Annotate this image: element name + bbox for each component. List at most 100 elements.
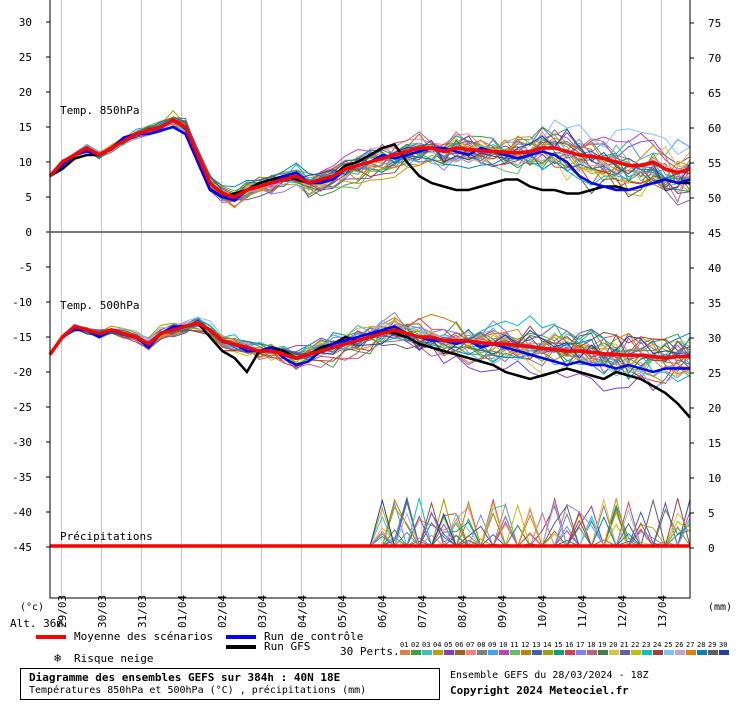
snow-flake-icon: ❄ [54, 651, 61, 665]
pert-key-swatch [477, 650, 487, 655]
pert-key-swatch [587, 650, 597, 655]
y-tick-label-right: 35 [708, 297, 721, 310]
pert-key-label: 29 [708, 641, 716, 649]
pert-key-swatch [433, 650, 443, 655]
pert-key-swatch [653, 650, 663, 655]
altitude-label: Alt. 36m [10, 617, 63, 630]
pert-key-label: 25 [664, 641, 672, 649]
pert-key-label: 06 [455, 641, 463, 649]
y-tick-label-left: 25 [19, 51, 32, 64]
x-tick-label: 02/04 [216, 595, 229, 628]
y-tick-label-right: 75 [708, 17, 721, 30]
y-tick-label-left: -20 [12, 366, 32, 379]
y-tick-label-left: -45 [12, 541, 32, 554]
pert-key-label: 15 [554, 641, 562, 649]
pert-key-swatch [466, 650, 476, 655]
pert-key-swatch [444, 650, 454, 655]
pert-key-swatch [565, 650, 575, 655]
x-tick-label: 03/04 [256, 595, 269, 628]
x-tick-label: 04/04 [296, 595, 309, 628]
pert-key-swatch [642, 650, 652, 655]
pert-key-label: 23 [642, 641, 650, 649]
y-tick-label-left: -5 [19, 261, 32, 274]
pert-key-label: 21 [620, 641, 628, 649]
main-series [48, 117, 691, 548]
pert-key-label: 17 [576, 641, 584, 649]
perturbation-line [49, 117, 691, 198]
x-tick-label: 07/04 [416, 595, 429, 628]
axis-labels: 29/03 30/03 31/03 01/04 02/04 03/04 04/04 05/04… [10, 16, 732, 630]
y-tick-label-right: 55 [708, 157, 721, 170]
legend-control-label: Run de contrôle [264, 630, 364, 643]
y-tick-label-right: 10 [708, 472, 721, 485]
pert-key-swatch [510, 650, 520, 655]
ensemble-perturbations [49, 110, 691, 548]
copyright: Copyright 2024 Meteociel.fr [450, 684, 629, 697]
pert-key-label: 12 [521, 641, 529, 649]
pert-key-swatch [686, 650, 696, 655]
pert-key-label: 01 [400, 641, 408, 649]
pert-key-label: 28 [697, 641, 705, 649]
pert-key-swatch [455, 650, 465, 655]
pert-key-swatch [521, 650, 531, 655]
pert-key-swatch [532, 650, 542, 655]
right-unit-label: (mm) [708, 602, 732, 613]
pert-key-swatch [719, 650, 729, 655]
pert-key-label: 14 [543, 641, 551, 649]
y-tick-label-left: 0 [25, 226, 32, 239]
pert-key-swatch [488, 650, 498, 655]
pert-key-swatch [675, 650, 685, 655]
left-unit-label: (°c) [20, 602, 44, 613]
pert-key-swatch [609, 650, 619, 655]
y-tick-label-right: 15 [708, 437, 721, 450]
y-tick-label-left: -40 [12, 506, 32, 519]
y-tick-label-right: 5 [708, 507, 715, 520]
pert-key-label: 24 [653, 641, 661, 649]
y-tick-label-right: 45 [708, 227, 721, 240]
pert-key-swatch [543, 650, 553, 655]
ensemble-mean-line [48, 117, 691, 199]
pert-key-label: 19 [598, 641, 606, 649]
pert-key-label: 04 [433, 641, 441, 649]
pert-key-label: 13 [532, 641, 540, 649]
y-tick-label-right: 60 [708, 122, 721, 135]
pert-key-label: 09 [488, 641, 496, 649]
x-tick-label: 12/04 [616, 595, 629, 628]
pert-key-swatch [598, 650, 608, 655]
perturbation-line [49, 325, 691, 370]
pert-key-label: 02 [411, 641, 419, 649]
y-tick-label-right: 70 [708, 52, 721, 65]
y-tick-label-right: 25 [708, 367, 721, 380]
pert-key-label: 18 [587, 641, 595, 649]
pert-key-label: 27 [686, 641, 694, 649]
y-tick-label-left: -25 [12, 401, 32, 414]
legend-mean-label: Moyenne des scénarios [74, 630, 214, 643]
legend-snow-label: Risque neige [74, 652, 154, 665]
x-tick-label: 11/04 [576, 595, 589, 628]
pert-key-label: 05 [444, 641, 452, 649]
pert-key-label: 10 [499, 641, 507, 649]
pert-key-swatch [411, 650, 421, 655]
y-tick-label-left: -15 [12, 331, 32, 344]
legend-perts-label: 30 Perts. [340, 645, 400, 658]
panel-label: Temp. 500hPa [60, 299, 139, 312]
x-tick-label: 13/04 [656, 595, 669, 628]
pert-key-label: 03 [422, 641, 430, 649]
y-tick-label-left: 30 [19, 16, 32, 29]
panel-label: Temp. 850hPa [60, 104, 139, 117]
grid-lines [61, 0, 662, 598]
x-tick-label: 30/03 [96, 595, 109, 628]
pert-key-swatch [499, 650, 509, 655]
y-tick-label-left: 20 [19, 86, 32, 99]
chart-subtitle: Températures 850hPa et 500hPa (°C) , pré… [29, 685, 367, 696]
x-tick-label: 08/04 [456, 595, 469, 628]
pert-key-label: 16 [565, 641, 573, 649]
pert-key-label: 08 [477, 641, 485, 649]
y-tick-label-right: 40 [708, 262, 721, 275]
x-tick-label: 09/04 [496, 595, 509, 628]
y-tick-label-left: -35 [12, 471, 32, 484]
chart-title: Diagramme des ensembles GEFS sur 384h : … [29, 671, 341, 684]
y-tick-label-left: -10 [12, 296, 32, 309]
